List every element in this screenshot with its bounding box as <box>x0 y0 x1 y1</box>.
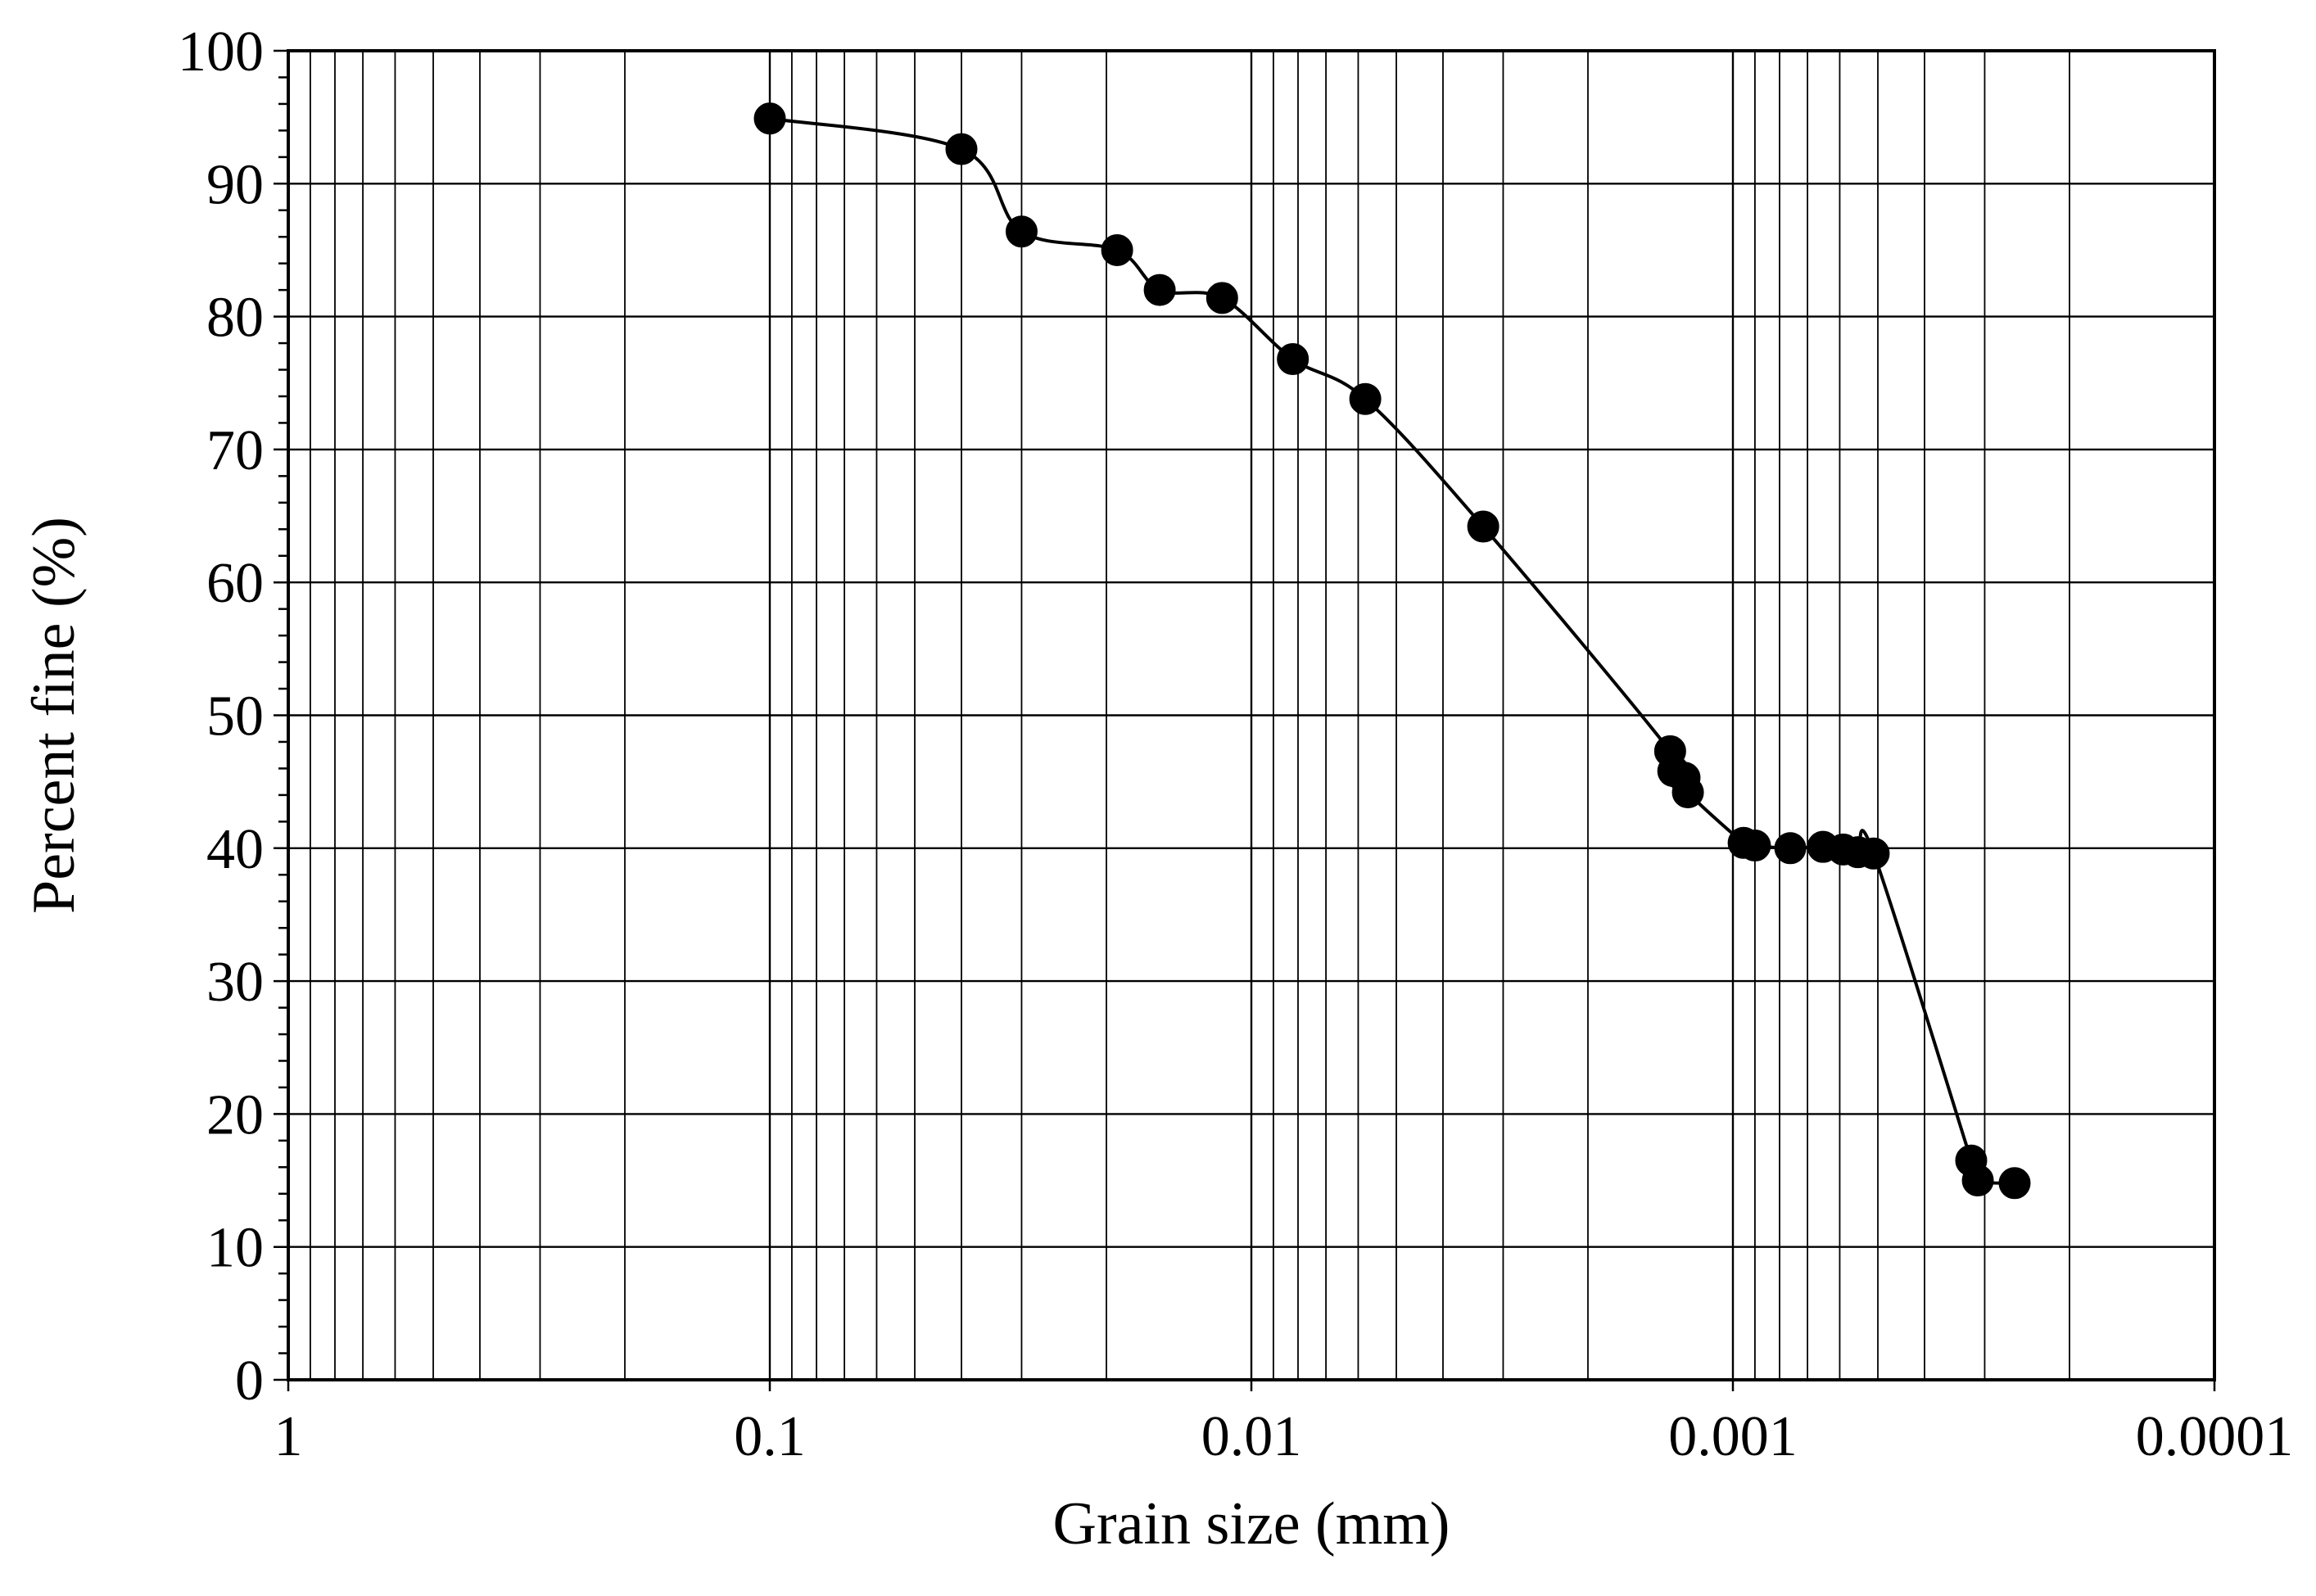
data-point <box>1143 274 1176 306</box>
data-point <box>1005 215 1038 248</box>
y-tick-label: 60 <box>206 552 264 615</box>
x-tick-labels: 1 0.1 0.01 0.001 0.0001 <box>274 1405 2294 1468</box>
data-point <box>945 133 978 165</box>
y-minor-ticks <box>274 49 2216 1391</box>
grid <box>288 49 2216 1381</box>
series-line <box>769 116 2015 1192</box>
x-axis-title: Grain size (mm) <box>1053 1490 1450 1558</box>
x-tick-label: 0.01 <box>1201 1405 1302 1468</box>
x-tick-label: 1 <box>274 1405 303 1468</box>
data-point <box>1671 776 1704 809</box>
data-point <box>1277 343 1310 376</box>
y-tick-label: 40 <box>206 818 264 881</box>
y-tick-label: 100 <box>178 20 264 84</box>
x-tick-label: 0.001 <box>1668 1405 1798 1468</box>
data-point <box>1205 282 1238 314</box>
x-tick-label: 0.1 <box>734 1405 806 1468</box>
data-point <box>1349 382 1382 415</box>
y-tick-label: 50 <box>206 685 264 748</box>
plot-frame <box>287 49 2216 1381</box>
x-tick-label: 0.0001 <box>2136 1405 2294 1468</box>
y-tick-label: 70 <box>206 419 264 482</box>
y-tick-label: 10 <box>206 1217 264 1280</box>
y-tick-label: 80 <box>206 287 264 350</box>
data-point <box>1961 1164 1994 1197</box>
y-tick-label: 0 <box>235 1350 264 1413</box>
y-tick-labels: 0 10 20 30 40 50 60 70 80 90 100 <box>178 20 264 1413</box>
y-tick-label: 90 <box>206 153 264 216</box>
data-point <box>1739 830 1771 862</box>
data-point <box>1101 233 1133 266</box>
data-point <box>1467 510 1500 543</box>
data-points <box>753 102 2031 1200</box>
y-tick-label: 30 <box>206 951 264 1014</box>
data-point <box>1774 832 1807 865</box>
data-point <box>1857 837 1890 870</box>
y-tick-label: 20 <box>206 1083 264 1146</box>
y-axis-title: Percent fine (%) <box>20 517 88 914</box>
data-point <box>1998 1167 2031 1200</box>
data-point <box>753 102 786 135</box>
